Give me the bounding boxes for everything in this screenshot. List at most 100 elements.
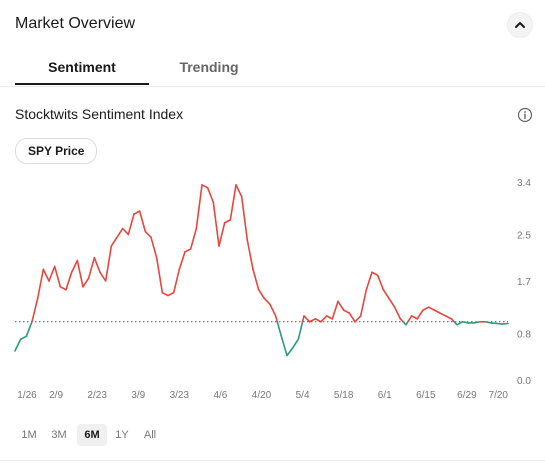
sentiment-line-segment: [359, 288, 368, 317]
range-3m[interactable]: 3M: [51, 429, 67, 441]
y-tick-label: 0.8: [517, 329, 531, 340]
spy-price-toggle[interactable]: SPY Price: [15, 138, 98, 164]
sentiment-line-segment: [93, 256, 101, 274]
sentiment-line-segment: [495, 322, 504, 325]
sentiment-line-segment: [320, 315, 328, 323]
x-tick-label: 1/26: [17, 390, 37, 401]
sentiment-line-segment: [439, 312, 447, 317]
sentiment-line-segment: [82, 277, 90, 288]
sentiment-line-segment: [490, 322, 498, 325]
tab-bar: Sentiment Trending: [0, 50, 545, 87]
sentiment-line-segment: [501, 322, 509, 325]
sentiment-line-segment: [422, 306, 430, 311]
sentiment-line-segment: [325, 315, 334, 320]
sentiment-line-segment: [246, 239, 254, 271]
sentiment-line-segment: [301, 315, 305, 323]
sentiment-line-segment: [127, 213, 135, 236]
x-tick-label: 4/6: [213, 390, 227, 401]
x-tick-label: 5/18: [334, 390, 354, 401]
range-all[interactable]: All: [143, 429, 157, 441]
sentiment-line-segment: [331, 300, 339, 320]
y-tick-label: 1.7: [517, 277, 531, 288]
sentiment-line-segment: [14, 338, 22, 352]
x-tick-label: 7/20: [489, 390, 509, 401]
sentiment-line-segment: [286, 347, 294, 357]
sentiment-line-segment: [433, 309, 441, 314]
tab-sentiment[interactable]: Sentiment: [48, 59, 116, 75]
x-tick-label: 2/23: [87, 390, 107, 401]
sentiment-line-segment: [314, 318, 322, 323]
section-title: Stocktwits Sentiment Index: [15, 106, 184, 122]
sentiment-line-segment: [371, 271, 379, 276]
range-1y[interactable]: 1Y: [115, 429, 129, 441]
sentiment-line-segment: [53, 265, 62, 288]
range-6m[interactable]: 6M: [77, 424, 107, 446]
sentiment-line-segment: [121, 227, 130, 236]
collapse-button[interactable]: [507, 12, 533, 38]
sentiment-line-segment: [280, 335, 288, 357]
sentiment-line-segment: [382, 288, 390, 300]
market-overview-header: Market Overview: [0, 0, 545, 50]
active-tab-indicator: [15, 83, 149, 85]
sentiment-line-segment: [410, 315, 419, 320]
sentiment-line-segment: [348, 312, 356, 323]
sentiment-line-segment: [36, 268, 45, 300]
sentiment-line-segment: [116, 227, 124, 239]
sentiment-line-segment: [342, 309, 351, 314]
sentiment-line-segment: [184, 248, 192, 253]
sentiment-line-segment: [252, 268, 260, 291]
range-1m[interactable]: 1M: [21, 429, 37, 441]
x-tick-label: 3/9: [131, 390, 145, 401]
sentiment-line-segment: [276, 320, 283, 338]
sentiment-line-segment: [206, 187, 215, 204]
sentiment-line-segment: [161, 291, 169, 297]
sentiment-line-segment: [172, 268, 181, 294]
sentiment-line-segment: [484, 320, 492, 324]
sentiment-line-segment: [297, 320, 304, 341]
sentiment-line-segment: [59, 286, 67, 291]
sentiment-line-segment: [155, 256, 164, 294]
sentiment-line-segment: [308, 318, 317, 323]
tab-trending[interactable]: Trending: [179, 59, 239, 75]
sentiment-line-segment: [19, 335, 28, 341]
sentiment-line-segment: [407, 315, 413, 323]
sentiment-line-segment: [138, 210, 147, 233]
x-tick-label: 6/1: [378, 390, 392, 401]
info-icon[interactable]: [517, 107, 533, 123]
sentiment-line-segment: [189, 227, 198, 250]
sentiment-line-segment: [427, 306, 436, 311]
sentiment-line-segment: [257, 288, 266, 300]
sentiment-line-segment: [42, 268, 50, 282]
bottom-divider: [0, 460, 545, 461]
sentiment-line-segment: [99, 271, 107, 282]
sentiment-line-segment: [444, 315, 453, 320]
sentiment-line-segment: [461, 320, 470, 324]
x-tick-label: 4/20: [252, 390, 272, 401]
sentiment-line-segment: [269, 303, 277, 317]
x-tick-label: 6/29: [457, 390, 477, 401]
sentiment-line-segment: [167, 291, 175, 297]
sentiment-line-segment: [31, 297, 39, 323]
sentiment-line-segment: [48, 265, 56, 282]
sentiment-line-segment: [104, 245, 113, 282]
panel-title: Market Overview: [15, 15, 136, 32]
chevron-up-icon: [515, 22, 525, 28]
sentiment-line-segment: [110, 236, 118, 247]
sentiment-line-segment: [133, 210, 141, 215]
sentiment-line-segment: [473, 320, 481, 324]
sentiment-line-segment: [218, 221, 226, 247]
sentiment-line-segment: [365, 271, 373, 291]
sentiment-line-segment: [150, 236, 158, 259]
sentiment-line-segment: [354, 315, 362, 323]
sentiment-line-segment: [263, 297, 271, 306]
sentiment-line-segment: [229, 184, 237, 221]
sentiment-line-segment: [76, 259, 84, 288]
sentiment-line-segment: [388, 297, 396, 309]
sentiment-line-segment: [303, 315, 311, 323]
sentiment-line-segment: [144, 230, 152, 239]
sentiment-line-segment: [70, 259, 79, 274]
sentiment-chart: 0.0 0.8 1.7 2.5 3.4 1/26 2/9 2/23 3/9 3/23 4/6 4/20…: [14, 178, 531, 401]
sentiment-line-segment: [87, 256, 96, 279]
sentiment-line-segment: [201, 184, 209, 189]
sentiment-line-segment: [240, 195, 249, 242]
